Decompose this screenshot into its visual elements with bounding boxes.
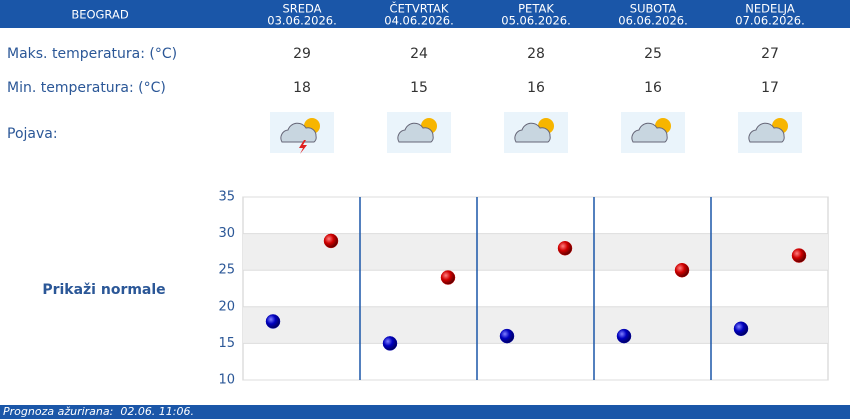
day-date: 07.06.2026. xyxy=(735,14,805,28)
bolt xyxy=(299,140,307,154)
max-point xyxy=(791,248,807,263)
footer: Prognoza ažurirana: 02.06. 11:06. xyxy=(3,405,194,418)
grid-band xyxy=(243,233,828,271)
weather-icon xyxy=(738,112,802,153)
row-label: Min. temperatura: (°C) xyxy=(7,80,166,96)
y-tick-label: 20 xyxy=(218,299,235,314)
min-temp: 16 xyxy=(527,80,545,96)
header-bar xyxy=(0,0,850,28)
cloud xyxy=(631,122,668,143)
row-label: Pojava: xyxy=(7,126,58,142)
day-date: 03.06.2026. xyxy=(267,14,337,28)
max-temp: 27 xyxy=(761,46,779,62)
y-tick-label: 35 xyxy=(218,190,235,205)
max-point xyxy=(557,240,573,256)
day-date: 05.06.2026. xyxy=(501,14,571,28)
day-date: 06.06.2026. xyxy=(618,14,688,28)
min-temp: 18 xyxy=(293,80,311,96)
min-temp: 15 xyxy=(410,80,428,96)
y-tick-label: 30 xyxy=(218,226,235,241)
weather-icon xyxy=(504,112,568,153)
day-name: PETAK xyxy=(518,2,554,16)
cloud xyxy=(397,122,434,143)
weather-icon xyxy=(621,112,685,153)
max-temp: 25 xyxy=(644,46,662,62)
min-point xyxy=(382,336,398,351)
cloud xyxy=(748,122,785,143)
day-name: NEDELJA xyxy=(745,2,795,16)
cloud xyxy=(514,122,551,143)
min-point xyxy=(733,321,749,337)
plot-area xyxy=(242,196,829,381)
day-name: SREDA xyxy=(282,2,321,16)
max-temp: 29 xyxy=(293,46,311,62)
y-tick-label: 15 xyxy=(218,336,235,351)
city: BEOGRAD xyxy=(71,8,129,22)
min-temp: 17 xyxy=(761,80,779,96)
normals-button[interactable]: Prikaži normale xyxy=(42,282,165,298)
y-tick-label: 10 xyxy=(218,373,235,388)
max-point xyxy=(323,233,339,249)
y-tick-label: 25 xyxy=(218,263,235,278)
max-point xyxy=(674,262,690,278)
grid-band xyxy=(243,306,828,344)
max-temp: 24 xyxy=(410,46,428,62)
day-date: 04.06.2026. xyxy=(384,14,454,28)
weather-icon xyxy=(270,112,334,154)
min-point xyxy=(499,328,515,344)
row-label: Maks. temperatura: (°C) xyxy=(7,46,177,62)
day-name: ČETVRTAK xyxy=(390,1,449,16)
max-point xyxy=(440,270,456,285)
min-temp: 16 xyxy=(644,80,662,96)
weather-icon xyxy=(387,112,451,153)
max-temp: 28 xyxy=(527,46,545,62)
footer-bar xyxy=(0,405,850,419)
cloud xyxy=(280,122,317,143)
min-point xyxy=(265,314,281,329)
min-point xyxy=(616,328,632,344)
day-name: SUBOTA xyxy=(630,2,677,16)
